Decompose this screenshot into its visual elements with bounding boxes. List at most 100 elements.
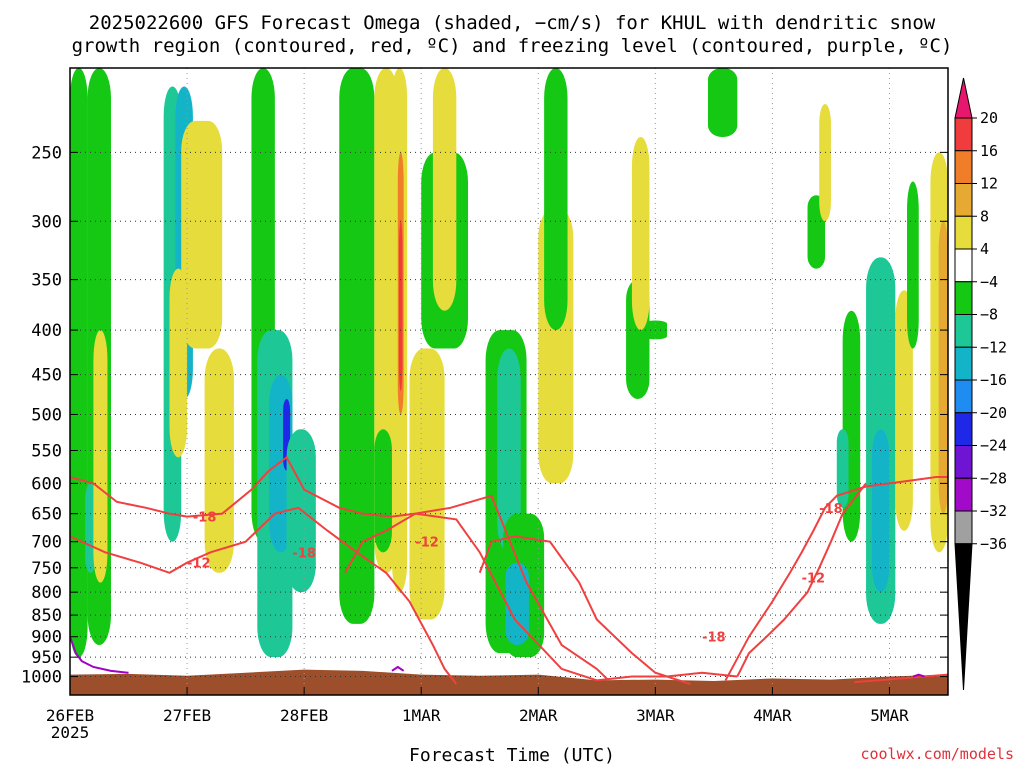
omega-cell: [819, 104, 831, 222]
y-tick-label: 600: [31, 474, 62, 494]
omega-cell: [181, 120, 223, 349]
dgz-contour-line: [478, 535, 691, 685]
y-tick-label: 850: [31, 606, 62, 626]
y-tick-label: 1000: [21, 668, 62, 688]
dgz-contour-label: -18: [193, 511, 217, 526]
omega-cell: [70, 68, 88, 658]
x-tick-label: 2MAR: [519, 706, 558, 725]
colorbar-swatch: [954, 215, 973, 250]
x-tick-label: 28FEB: [280, 706, 328, 725]
y-tick-label: 300: [31, 212, 62, 232]
colorbar-swatch: [954, 379, 973, 414]
y-tick-label: 350: [31, 271, 62, 291]
colorbar-label: −36: [980, 535, 1007, 553]
dgz-contour-label: -12: [415, 536, 439, 551]
colorbar-label: −4: [980, 273, 998, 291]
colorbar-label: −24: [980, 437, 1007, 455]
x-tick-label: 26FEB: [46, 706, 94, 725]
credit-link[interactable]: coolwx.com/models: [860, 745, 1014, 763]
y-tick-label: 250: [31, 143, 62, 163]
dgz-contour-line: [736, 482, 867, 677]
y-tick-label: 400: [31, 321, 62, 341]
plot-frame: [69, 67, 949, 696]
omega-cell: [409, 348, 445, 620]
x-tick-label: 5MAR: [870, 706, 909, 725]
dgz-contour-label: -12: [187, 557, 211, 572]
colorbar-swatch: [954, 477, 973, 512]
colorbar-swatch: [954, 346, 973, 381]
chart-title-line1: 2025022600 GFS Forecast Omega (shaded, −…: [88, 12, 936, 34]
dgz-contour-label: -12: [802, 572, 826, 587]
colorbar-label: −32: [980, 502, 1007, 520]
omega-cell: [708, 68, 738, 137]
dgz-contour-line: [70, 455, 610, 682]
y-tick-label: 500: [31, 405, 62, 425]
y-tick-label: 950: [31, 648, 62, 668]
omega-cell: [544, 68, 568, 331]
x-tick-label: 3MAR: [636, 706, 675, 725]
x-axis-label: Forecast Time (UTC): [409, 745, 615, 766]
colorbar-triangle-bottom: [954, 543, 973, 691]
colorbar-label: −28: [980, 469, 1007, 487]
colorbar-label: 12: [980, 175, 998, 193]
colorbar-swatch: [954, 314, 973, 348]
colorbar-swatch: [954, 248, 973, 283]
colorbar-label: −16: [980, 371, 1007, 389]
colorbar-swatch: [954, 281, 973, 315]
omega-cell: [169, 268, 188, 458]
omega-cell: [339, 68, 375, 624]
y-tick-label: 550: [31, 442, 62, 462]
omega-cell: [398, 221, 403, 392]
colorbar-swatch: [954, 183, 973, 217]
colorbar-swatch: [954, 510, 973, 545]
colorbar-label: −20: [980, 404, 1007, 422]
dgz-contour-label: -18: [819, 502, 843, 517]
y-tick-label: 700: [31, 533, 62, 553]
y-tick-label: 450: [31, 366, 62, 386]
dgz-contour-line: [854, 673, 948, 684]
omega-cell: [497, 348, 521, 553]
dgz-contours: -18 -12 -18 -12 -18 -18 -12: [70, 455, 948, 685]
colorbar-triangle-top: [954, 77, 973, 119]
dgz-contour-label: -18: [702, 631, 726, 646]
colorbar-swatch: [954, 412, 973, 446]
y-tick-label: 800: [31, 583, 62, 603]
omega-cell: [907, 181, 919, 349]
colorbar-label: 8: [980, 207, 989, 225]
x-tick-label: 4MAR: [753, 706, 792, 725]
omega-cell: [836, 429, 849, 508]
omega-cell: [204, 348, 234, 573]
dgz-contour-line: [70, 506, 458, 685]
omega-cell: [374, 429, 392, 553]
y-tick-label: 900: [31, 628, 62, 648]
dgz-contour-label: -18: [292, 546, 316, 561]
colorbar-label: 16: [980, 142, 998, 160]
omega-cell: [505, 562, 529, 646]
omega-cell: [85, 483, 96, 573]
colorbar-swatch: [954, 150, 973, 184]
colorbar-label: 20: [980, 109, 998, 127]
colorbar-swatch: [954, 445, 973, 479]
x-tick-label: 1MAR: [402, 706, 441, 725]
chart-title-line2: growth region (contoured, red, ºC) and f…: [71, 35, 953, 57]
omega-cell: [871, 429, 890, 593]
dgz-contour-line: [724, 476, 948, 681]
x-tick-label: 27FEB: [163, 706, 211, 725]
y-tick-label: 650: [31, 505, 62, 525]
colorbar-label: −12: [980, 338, 1007, 356]
omega-cell: [938, 221, 948, 514]
colorbar-label: −8: [980, 306, 998, 324]
freezing-level-line: [912, 673, 925, 678]
omega-cell: [895, 290, 913, 531]
y-tick-label: 750: [31, 559, 62, 579]
omega-cell: [842, 310, 861, 542]
freezing-level-line: [70, 636, 129, 674]
freezing-level-line: [391, 665, 405, 672]
omega-shading: [70, 68, 948, 658]
terrain-fill: [70, 669, 948, 695]
x-year-label: 2025: [51, 723, 90, 742]
omega-cell: [631, 136, 650, 331]
colorbar-swatch: [954, 117, 973, 152]
omega-cell: [93, 330, 108, 583]
